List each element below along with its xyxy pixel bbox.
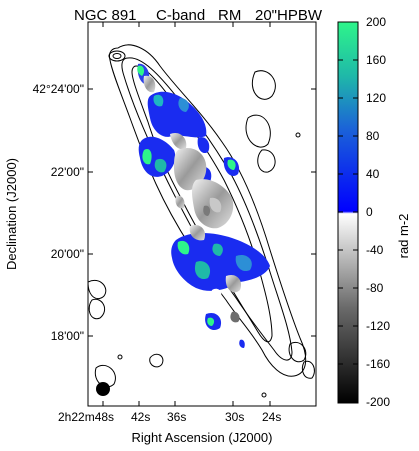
x-tick-labels: 2h22m48s 42s 36s 30s 24s	[58, 410, 281, 424]
colorbar-tick-label: 0	[366, 205, 373, 219]
contour-blob	[261, 392, 267, 398]
contour-outer	[109, 44, 307, 377]
rm-negative-regions	[143, 75, 242, 323]
colorbar-ticks	[338, 21, 358, 403]
colorbar-tick-label: 200	[366, 15, 386, 29]
contour-blob	[108, 50, 126, 62]
map-image	[88, 44, 315, 398]
contour-blob	[112, 53, 122, 59]
y-tick-labels: 42°24'00" 22'00" 20'00" 18'00"	[33, 82, 84, 343]
contour-blob	[245, 114, 271, 148]
x-tick-label: 42s	[131, 410, 150, 424]
colorbar-label: rad m-2	[396, 214, 411, 259]
y-tick-label: 22'00"	[51, 165, 84, 179]
colorbar-tick-label: 120	[366, 91, 386, 105]
contour-blob	[88, 280, 107, 300]
y-tick-label: 20'00"	[51, 247, 84, 261]
contour-blob	[94, 364, 116, 388]
colorbar-tick-label: -200	[366, 395, 390, 409]
colorbar-tick-label: -40	[366, 243, 384, 257]
x-tick-label: 2h22m48s	[58, 410, 114, 424]
colorbar-tick-label: -160	[366, 357, 390, 371]
contour-blob	[295, 132, 301, 138]
colorbar-tick-label: 160	[366, 53, 386, 67]
x-tick-label: 24s	[262, 410, 281, 424]
x-tick-label: 36s	[167, 410, 186, 424]
x-axis-label: Right Ascension (J2000)	[132, 430, 273, 445]
figure-title: NGC 891 C-band RM 20"HPBW	[74, 7, 323, 24]
contour-inner	[131, 65, 273, 343]
title-resolution: 20"HPBW	[255, 7, 323, 24]
y-axis-label: Declination (J2000)	[4, 158, 19, 270]
contour-blob	[257, 149, 276, 173]
colorbar-tick-label: -120	[366, 319, 390, 333]
contour-blob	[88, 298, 105, 320]
colorbar-tick-labels: 200 160 120 80 40 0 -40 -80 -120 -160 -2…	[366, 15, 390, 409]
colorbar-tick-label: 40	[366, 167, 380, 181]
y-tick-label: 18'00"	[51, 329, 84, 343]
title-quantity: RM	[218, 7, 241, 24]
colorbar-tick-label: -80	[366, 281, 384, 295]
contour-blob	[301, 360, 315, 379]
y-tick-label: 42°24'00"	[33, 82, 84, 96]
beam-symbol	[96, 382, 110, 396]
contour-mid	[121, 57, 293, 361]
colorbar-tick-label: 80	[366, 129, 380, 143]
title-object: NGC 891	[74, 7, 137, 24]
title-band: C-band	[156, 7, 205, 24]
contour-blob	[251, 70, 276, 100]
axis-ticks	[88, 22, 316, 406]
contour-blob	[149, 353, 164, 368]
contour-blob	[117, 354, 123, 360]
x-tick-label: 30s	[225, 410, 244, 424]
colorbar: 200 160 120 80 40 0 -40 -80 -120 -160 -2…	[337, 15, 411, 409]
contour-blob	[288, 342, 307, 363]
